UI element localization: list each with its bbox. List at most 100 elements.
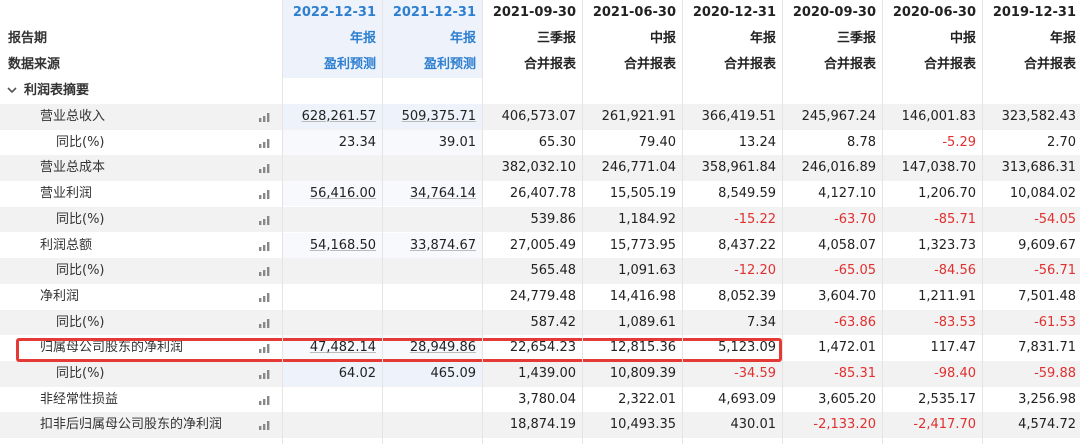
bar-chart-icon[interactable] (258, 292, 272, 302)
bar-chart-icon[interactable] (258, 420, 272, 431)
row-label: 同比(%) (56, 211, 105, 227)
table-cell: 7,831.71 (1018, 340, 1076, 356)
chevron-down-icon[interactable] (6, 84, 18, 96)
table-cell: 18,874.19 (509, 417, 576, 433)
section-label: 利润表摘要 (24, 83, 90, 98)
header-source-cell: 合并报表 (923, 57, 976, 72)
table-cell: 7,501.48 (1018, 288, 1076, 304)
table-cell: 23.34 (282, 129, 382, 155)
table-cell: 34,764.14 (382, 181, 482, 207)
table-cell: -85.31 (834, 366, 876, 381)
table-cell: 39.01 (382, 129, 482, 155)
table-cell: 1,091.63 (618, 263, 676, 279)
table-cell: 4,058.07 (818, 237, 876, 253)
header-type-cell: 中报 (949, 31, 976, 46)
table-cell: 3,780.04 (518, 391, 576, 407)
table-row: 营业总成本 382,032.10 246,771.04 358,961.84 246,0… (0, 155, 1080, 182)
table-cell: 4,127.10 (818, 186, 876, 202)
table-cell: 1,323.73 (918, 237, 976, 253)
bar-chart-icon[interactable] (258, 241, 272, 251)
table-cell: 15,505.19 (609, 186, 676, 202)
table-cell: 47,482.14 (282, 335, 382, 361)
table-cell: 246,771.04 (601, 160, 676, 176)
table-cell: 56,416.00 (282, 181, 382, 207)
table-cell: 246,016.89 (801, 160, 876, 176)
header-type-cell: 三季报 (836, 31, 876, 46)
table-cell: 406,573.07 (501, 109, 576, 124)
table-cell: 5,123.09 (718, 340, 776, 356)
bar-chart-icon[interactable] (258, 369, 272, 379)
table-cell: -85.71 (934, 211, 976, 227)
table-cell: -56.71 (1034, 263, 1076, 279)
table-cell: 22,654.23 (509, 340, 576, 356)
bar-chart-icon[interactable] (258, 343, 272, 354)
header-type-cell: 年报 (749, 31, 776, 46)
header-type-row: 报告期 年报 年报 三季报 中报 年报 三季报 中报 年报 (0, 26, 1080, 52)
header-date-cell[interactable]: 2021-12-31 (382, 0, 482, 26)
table-cell: 8,549.59 (718, 186, 776, 202)
bar-chart-icon[interactable] (258, 163, 272, 174)
table-cell: 1,206.70 (918, 186, 976, 202)
column-divider (582, 0, 583, 444)
table-cell: 539.86 (530, 211, 577, 227)
header-date-cell[interactable]: 2019-12-31 (992, 5, 1076, 20)
bar-chart-icon[interactable] (258, 266, 272, 277)
table-cell: 117.47 (930, 340, 977, 356)
table-cell: 628,261.57 (282, 104, 382, 129)
table-cell: 565.48 (530, 263, 577, 279)
bar-chart-icon[interactable] (258, 138, 272, 148)
header-source-cell: 合并报表 (523, 57, 576, 72)
row-label: 营业总成本 (40, 160, 106, 176)
row-label: 同比(%) (56, 314, 105, 330)
table-cell: 313,686.31 (1001, 160, 1076, 176)
bar-chart-icon[interactable] (258, 112, 272, 122)
table-cell: 1,184.92 (618, 211, 676, 227)
table-cell: -63.70 (834, 211, 876, 227)
table-cell: 2,535.17 (918, 391, 976, 407)
table-cell: 8,052.39 (718, 288, 776, 304)
table-cell: -59.88 (1034, 366, 1076, 381)
bar-chart-icon[interactable] (258, 318, 272, 328)
table-cell: 24,779.48 (509, 288, 576, 304)
table-cell: 245,967.24 (801, 109, 876, 124)
table-cell: 1,089.61 (618, 314, 676, 330)
table-cell: 366,419.51 (701, 109, 776, 124)
table-cell: 146,001.83 (901, 109, 976, 124)
column-divider (982, 0, 983, 444)
column-divider (482, 0, 483, 444)
table-cell: 28,949.86 (382, 335, 482, 361)
table-cell: 12,815.36 (609, 340, 676, 356)
header-source-cell: 合并报表 (1023, 57, 1076, 72)
table-cell: 8,437.22 (718, 237, 776, 253)
header-date-cell[interactable]: 2022-12-31 (282, 0, 382, 26)
table-cell: 64.02 (282, 361, 382, 386)
header-date-cell[interactable]: 2020-09-30 (792, 5, 876, 20)
table-cell: 382,032.10 (501, 160, 576, 176)
header-date-cell[interactable]: 2021-09-30 (492, 5, 576, 20)
bar-chart-icon[interactable] (258, 215, 272, 225)
header-source-cell: 合并报表 (623, 57, 676, 72)
table-cell: 3,604.70 (818, 288, 876, 304)
header-date-cell[interactable]: 2020-12-31 (692, 5, 776, 20)
table-cell: 8.78 (847, 134, 876, 150)
row-label: 扣非后归属母公司股东的净利润 (40, 417, 223, 433)
table-row: 同比(%) 587.42 1,089.61 7.34 -63.86 -83.53 -61.5… (0, 309, 1080, 336)
table-cell: -83.53 (934, 314, 976, 330)
table-row: 同比(%) 565.48 1,091.63 -12.20 -65.05 -84.56 -56… (0, 258, 1080, 284)
table-cell: 4,574.72 (1018, 417, 1076, 433)
table-cell: 509,375.71 (382, 104, 482, 129)
table-cell: -54.05 (1034, 211, 1076, 227)
table-cell: 2.70 (1047, 134, 1076, 150)
header-date-cell[interactable]: 2020-06-30 (892, 5, 976, 20)
column-divider (682, 0, 683, 444)
header-date-row: 2022-12-31 2021-12-31 2021-09-30 2021-06-30… (0, 0, 1080, 26)
bar-chart-icon[interactable] (258, 189, 272, 200)
section-profit-summary[interactable]: 利润表摘要 (0, 78, 1080, 104)
table-cell: 4,693.09 (718, 391, 776, 407)
row-label: 营业利润 (40, 186, 93, 202)
header-source-cell: 盈利预测 (382, 52, 482, 78)
header-date-cell[interactable]: 2021-06-30 (592, 5, 676, 20)
bar-chart-icon[interactable] (258, 395, 272, 405)
header-type-cell: 年报 (382, 26, 482, 52)
